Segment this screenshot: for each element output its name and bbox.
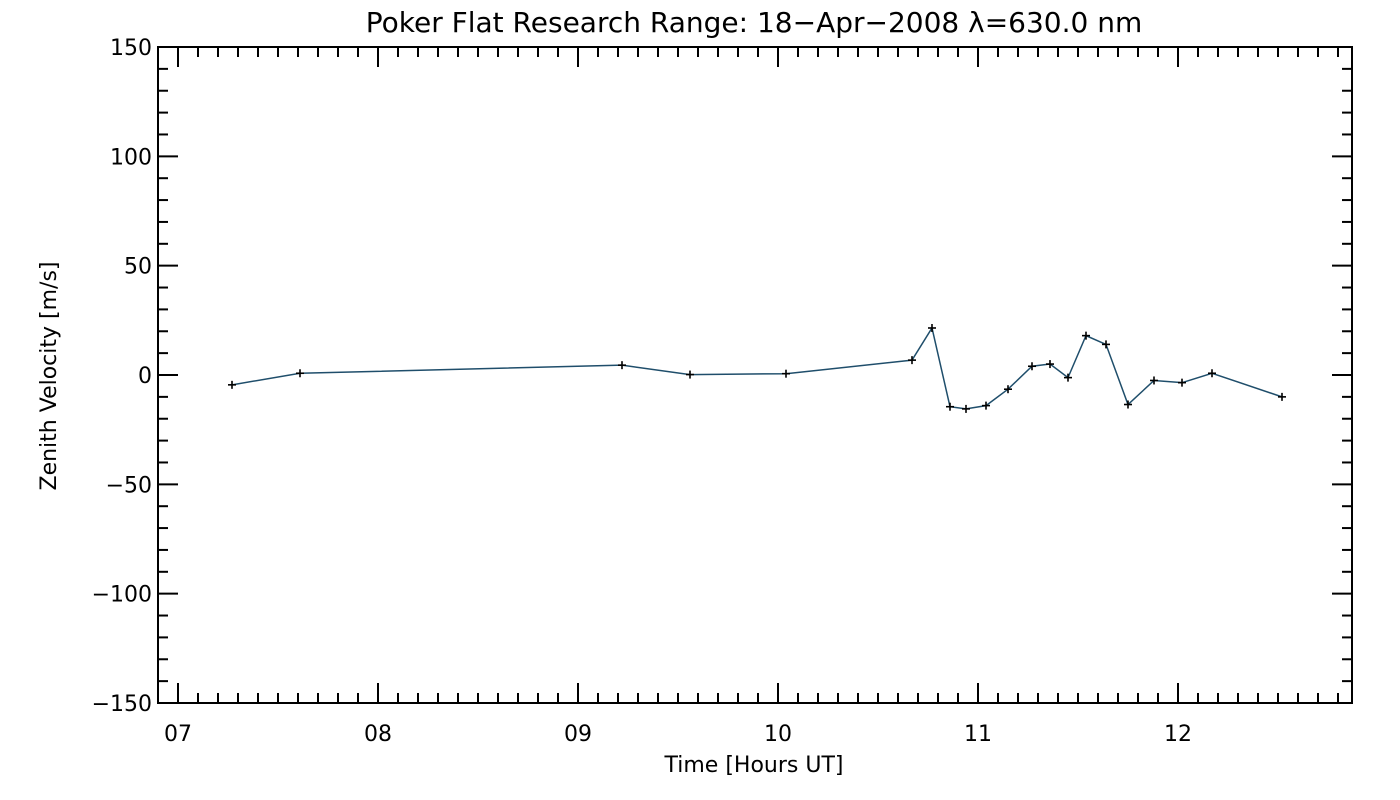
data-point (296, 369, 304, 378)
data-point (908, 356, 916, 365)
data-point (1004, 385, 1012, 394)
series-layer (228, 323, 1286, 413)
data-point (782, 369, 790, 378)
data-point (1046, 360, 1054, 369)
data-point (228, 380, 236, 389)
y-tick-label: −100 (92, 583, 152, 608)
y-tick-label: 150 (110, 36, 152, 61)
y-tick-label: −50 (106, 473, 152, 498)
x-tick-label: 09 (564, 722, 592, 747)
y-tick-label: 50 (124, 255, 152, 280)
y-axis: −150 −100 −50 0 50 100 150 (92, 36, 1352, 717)
data-point (1082, 331, 1090, 340)
data-point (1178, 378, 1186, 387)
plot-area (157, 46, 1353, 704)
data-point (1028, 362, 1036, 371)
y-axis-label: Zenith Velocity [m/s] (37, 262, 62, 491)
chart-title: Poker Flat Research Range: 18−Apr−2008 λ… (366, 6, 1142, 39)
x-tick-label: 08 (364, 722, 392, 747)
data-point (946, 402, 954, 411)
plot-border (157, 46, 1353, 704)
data-point (1150, 376, 1158, 385)
x-tick-label: 12 (1164, 722, 1192, 747)
series-line (231, 326, 1283, 410)
y-tick-label: 0 (138, 364, 152, 389)
data-point (982, 401, 990, 410)
data-point (618, 361, 626, 370)
x-tick-label: 10 (764, 722, 792, 747)
data-point (1278, 392, 1286, 401)
data-point (1064, 373, 1072, 382)
x-tick-label: 07 (164, 722, 192, 747)
x-axis-label: Time [Hours UT] (664, 753, 844, 778)
data-point (1208, 369, 1216, 378)
x-tick-label: 11 (964, 722, 992, 747)
data-point (928, 323, 936, 332)
data-point (962, 404, 970, 413)
data-point (1102, 340, 1110, 349)
y-tick-label: −150 (92, 692, 152, 717)
y-tick-label: 100 (110, 145, 152, 170)
data-point (686, 370, 694, 379)
data-point (1124, 400, 1132, 409)
x-axis: 07 08 09 10 11 12 (157, 47, 1339, 747)
